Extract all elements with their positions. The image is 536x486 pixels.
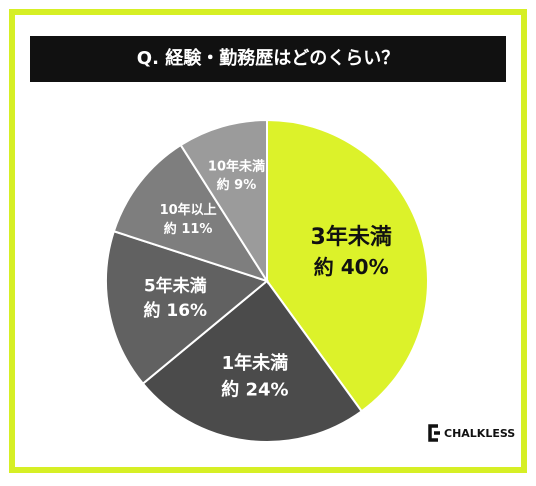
slice-category: 1年未満 [222, 352, 289, 374]
slice-value-label: 約 16% [143, 300, 207, 321]
frame [9, 9, 527, 473]
logo-icon [428, 424, 440, 442]
logo-text: CHALKLESS [444, 427, 515, 440]
slice-value-label: 約 9% [217, 177, 257, 193]
pie-slice [112, 143, 270, 283]
slice-category: 3年未満 [311, 224, 392, 250]
chart-title: Q. 経験・勤務歴はどのくらい？ [137, 47, 399, 69]
title-bar [30, 36, 506, 82]
slice-value-label: 約 11% [164, 221, 213, 237]
pie-slice [179, 118, 268, 285]
pie-slice [105, 229, 270, 386]
slice-category: 5年未満 [144, 276, 207, 297]
pie-slice [266, 118, 429, 413]
pie-slice [141, 279, 364, 443]
slice-value-label: 約 40% [314, 255, 389, 279]
slice-category: 10年以上 [160, 202, 217, 218]
logo: CHALKLESS [428, 424, 515, 442]
slice-category: 10年未満 [208, 158, 265, 174]
slice-value-label: 約 24% [221, 378, 288, 400]
